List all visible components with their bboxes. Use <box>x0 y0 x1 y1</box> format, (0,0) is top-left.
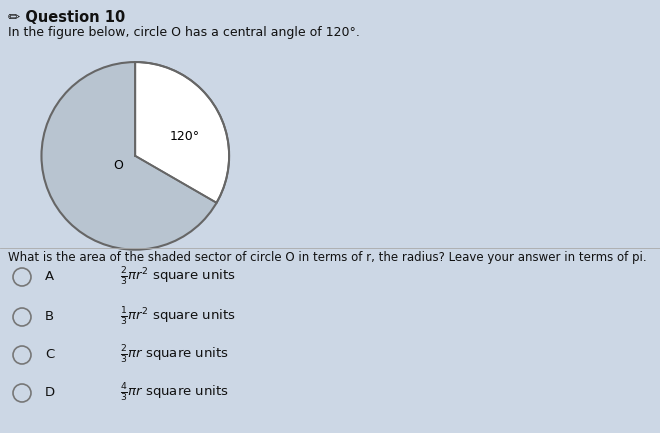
Wedge shape <box>135 62 229 203</box>
Text: $\frac{2}{3}\pi r$ square units: $\frac{2}{3}\pi r$ square units <box>120 344 229 366</box>
Text: D: D <box>45 387 55 400</box>
Text: What is the area of the shaded sector of circle O in terms of r, the radius? Lea: What is the area of the shaded sector of… <box>8 251 647 264</box>
Text: 120°: 120° <box>170 129 199 143</box>
Text: $\frac{4}{3}\pi r$ square units: $\frac{4}{3}\pi r$ square units <box>120 382 229 404</box>
Text: $\frac{1}{3}\pi r^2$ square units: $\frac{1}{3}\pi r^2$ square units <box>120 306 236 328</box>
Text: B: B <box>45 310 54 323</box>
Text: In the figure below, circle O has a central angle of 120°.: In the figure below, circle O has a cent… <box>8 26 360 39</box>
Text: O: O <box>114 159 123 172</box>
Circle shape <box>42 62 229 250</box>
Text: ✏ Question 10: ✏ Question 10 <box>8 10 125 25</box>
Text: C: C <box>45 349 54 362</box>
Text: $\frac{2}{3}\pi r^2$ square units: $\frac{2}{3}\pi r^2$ square units <box>120 266 236 288</box>
Text: A: A <box>45 271 54 284</box>
